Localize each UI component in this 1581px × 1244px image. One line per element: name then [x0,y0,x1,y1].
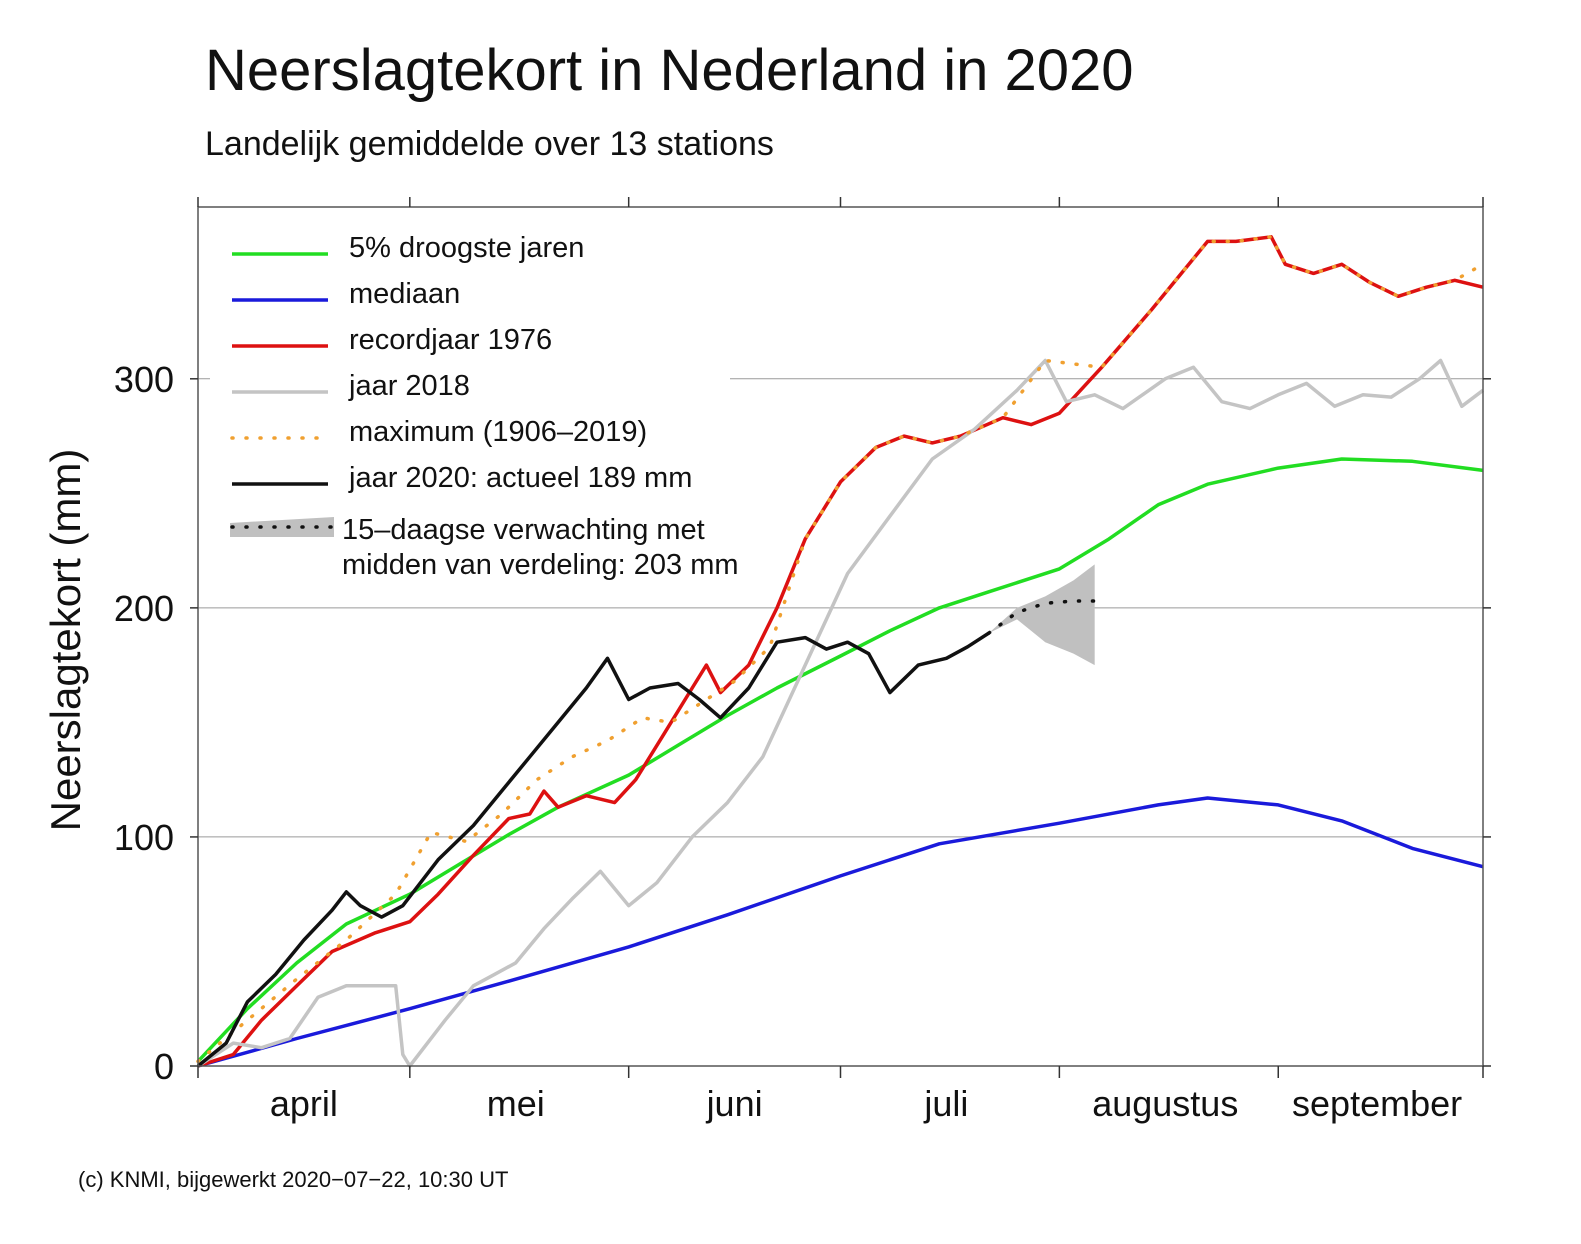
x-tick-label-juli: juli [923,1083,968,1124]
legend-item-jaar-2018-label: jaar 2018 [348,370,470,402]
series-jaar-2020-actueel-189-mm [196,631,990,1068]
legend-item-recordjaar-1976-label: recordjaar 1976 [349,324,552,356]
y-tick-label: 0 [154,1046,174,1087]
series-maximum-1906-2019 [196,235,1485,1064]
y-axis-label: Neerslagtekort (mm) [42,449,89,832]
legend-item-15-daagse-verwachting-met-label-line2: midden van verdeling: 203 mm [342,549,739,581]
chart-title: Neerslagtekort in Nederland in 2020 [205,38,1134,103]
x-tick-label-september: september [1292,1083,1462,1124]
legend-item-mediaan-label: mediaan [349,278,460,310]
legend-item-jaar-2020-actueel-189-mm-label: jaar 2020: actueel 189 mm [348,462,692,494]
series-5-droogste-jaren [196,457,1484,1063]
footer-credit: (c) KNMI, bijgewerkt 2020−07−22, 10:30 U… [78,1167,508,1192]
axes: 0 100 200 300 april mei juni juli augustus septem… [114,197,1491,1124]
y-tick-label: 200 [114,588,174,629]
y-tick-label: 100 [114,817,174,858]
x-tick-label-juni: juni [706,1083,763,1124]
legend-item-15-daagse-verwachting-met-label: 15–daagse verwachting met [342,514,705,546]
x-tick-label-april: april [270,1083,338,1124]
legend-item-5-droogste-jaren-label: 5% droogste jaren [349,232,584,264]
series-15-daagse-verwachting-met-midden-van-verdeling-203-mm [987,599,1097,635]
x-tick-label-mei: mei [487,1083,545,1124]
series-jaar-2018 [197,358,1485,1068]
legend: 5% droogste jaren mediaan recordjaar 1976 j… [210,218,739,588]
y-tick-label: 300 [114,359,174,400]
forecast-band [988,564,1095,666]
plot-area [196,235,1485,1068]
legend-item-maximum-1906-2019-label: maximum (1906–2019) [349,416,647,448]
series-mediaan [197,796,1484,1068]
x-tick-label-augustus: augustus [1092,1083,1238,1124]
legend-item-15-daagse-verwachting-met-swatch [230,517,334,537]
chart-subtitle: Landelijk gemiddelde over 13 stations [205,125,774,163]
